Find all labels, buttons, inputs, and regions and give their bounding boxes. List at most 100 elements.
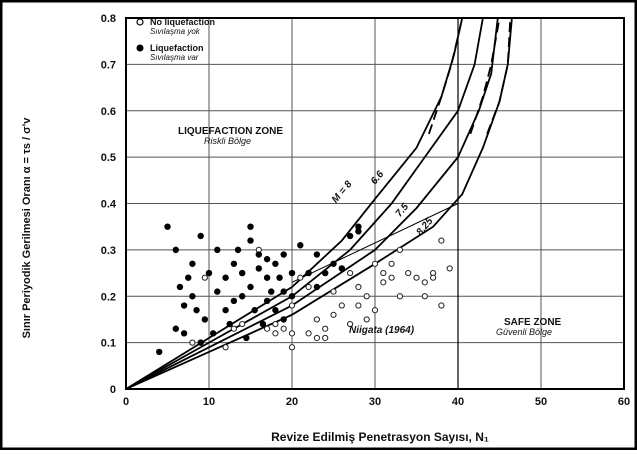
y-tick-label: 0.5 — [101, 152, 116, 164]
x-tick-label: 0 — [123, 396, 129, 408]
no-liquefaction-point — [272, 330, 279, 337]
no-liquefaction-point — [421, 279, 428, 286]
liquefaction-point — [230, 297, 238, 305]
liquefaction-point — [226, 320, 233, 328]
liquefaction-point — [247, 283, 254, 291]
liquefaction-point — [180, 330, 188, 337]
no-liquefaction-point — [371, 307, 379, 314]
liquefaction-zone-sub: Riskli Bölge — [204, 136, 251, 146]
no-liquefaction-point — [380, 279, 387, 286]
no-liquefaction-point — [305, 330, 312, 337]
x-tick-label: 60 — [618, 396, 630, 408]
safe-zone-sub: Güvenli Bölge — [496, 327, 552, 337]
x-tick-label: 20 — [286, 396, 298, 408]
liquefaction-point — [189, 293, 196, 300]
no-liquefaction-point — [380, 269, 387, 277]
no-liquefaction-point — [413, 274, 420, 281]
liquefaction-point — [172, 246, 179, 254]
liquefaction-point — [280, 251, 287, 258]
no-liquefaction-point — [280, 325, 287, 332]
liquefaction-point — [185, 274, 192, 281]
liquefaction-point — [201, 316, 209, 323]
liquefaction-point — [247, 237, 254, 244]
no-liquefaction-point — [405, 269, 412, 277]
no-liquefaction-point — [313, 316, 320, 323]
liquefaction-point — [172, 325, 179, 332]
liquefaction-point — [197, 232, 204, 240]
liquefaction-point — [263, 274, 271, 281]
no-liquefaction-point — [338, 302, 345, 309]
liquefaction-point — [214, 288, 221, 295]
no-liquefaction-point — [363, 316, 370, 323]
y-tick-label: 0.1 — [101, 338, 116, 350]
liquefaction-point — [222, 306, 229, 314]
liquefaction-point — [255, 265, 262, 272]
liquefaction-point — [156, 348, 163, 356]
liquefaction-point — [280, 288, 287, 295]
liquefaction-point — [288, 269, 296, 277]
no-liquefaction-point — [288, 344, 296, 351]
no-liquefaction-point — [355, 283, 362, 291]
liquefaction-point — [251, 306, 258, 314]
legend: No liquefaction Sıvılaşma yok Liquefacti… — [136, 17, 215, 62]
no-liquefaction-point — [446, 265, 453, 272]
no-liquefaction-point — [189, 339, 196, 346]
liquefaction-point — [280, 316, 287, 323]
liquefaction-point — [346, 232, 354, 240]
curves: M = 86.67.58.25 — [125, 17, 513, 390]
no-liquefaction-point — [347, 320, 354, 328]
x-tick-label: 10 — [203, 396, 215, 408]
y-tick-label: 0.2 — [101, 291, 116, 303]
no-liquefaction-point — [330, 288, 337, 295]
liquefaction-point — [322, 269, 329, 277]
y-tick-label: 0.4 — [101, 199, 117, 211]
liquefaction-point — [263, 297, 271, 305]
liquefaction-point — [230, 260, 238, 267]
liquefaction-point — [255, 251, 262, 258]
liquefaction-point — [180, 302, 188, 309]
dashed-curve-line — [486, 17, 512, 135]
no-liquefaction-point — [230, 325, 237, 332]
legend-no-liquefaction: No liquefaction — [150, 17, 215, 27]
no-liquefaction-point — [288, 330, 296, 337]
x-tick-label: 50 — [535, 396, 547, 408]
no-liquefaction-point — [363, 293, 370, 300]
liquefaction-point — [214, 246, 221, 254]
curve-line — [125, 17, 484, 390]
liquefaction-point — [313, 283, 321, 291]
safe-zone-label: SAFE ZONE — [504, 317, 562, 328]
no-liquefaction-point — [371, 260, 379, 267]
no-liquefaction-point — [272, 320, 279, 328]
liquefaction-point — [189, 260, 196, 267]
no-liquefaction-point — [388, 260, 395, 267]
liquefaction-point — [234, 246, 242, 254]
legend-open-circle-icon — [136, 18, 144, 26]
liquefaction-point — [272, 306, 279, 314]
y-axis-label: Sınır Periyodik Gerilmesi Oranı α = τs /… — [21, 117, 33, 339]
liquefaction-point — [239, 293, 246, 300]
no-liquefaction-point — [347, 269, 354, 277]
niigata-label: Niigata (1964) — [349, 325, 415, 336]
plot-border — [125, 17, 625, 390]
legend-filled-circle-icon — [136, 44, 144, 52]
x-axis-label: Revize Edilmiş Penetrasyon Sayısı, N₁ — [271, 430, 489, 444]
no-liquefaction-point — [322, 325, 329, 332]
liquefaction-point — [209, 330, 217, 337]
no-liquefaction-point — [355, 302, 362, 309]
no-liquefaction-point — [222, 344, 229, 351]
tick-labels: 0 10 20 30 40 50 60 0 0.1 0.2 0.3 0.4 0.5 0.6 0.7 0.8 — [101, 13, 630, 408]
liquefaction-point — [355, 223, 362, 230]
no-liquefaction-point — [201, 274, 208, 281]
y-tick-label: 0.6 — [101, 106, 116, 118]
liquefaction-point — [288, 293, 296, 300]
data-points — [156, 223, 453, 356]
no-liquefaction-point — [305, 283, 312, 291]
no-liquefaction-point — [438, 237, 445, 244]
liquefaction-point — [239, 269, 246, 277]
dashed-curve-line — [428, 17, 464, 135]
no-liquefaction-point — [264, 325, 271, 332]
liquefaction-point — [272, 260, 279, 267]
liquefaction-point — [197, 339, 204, 346]
